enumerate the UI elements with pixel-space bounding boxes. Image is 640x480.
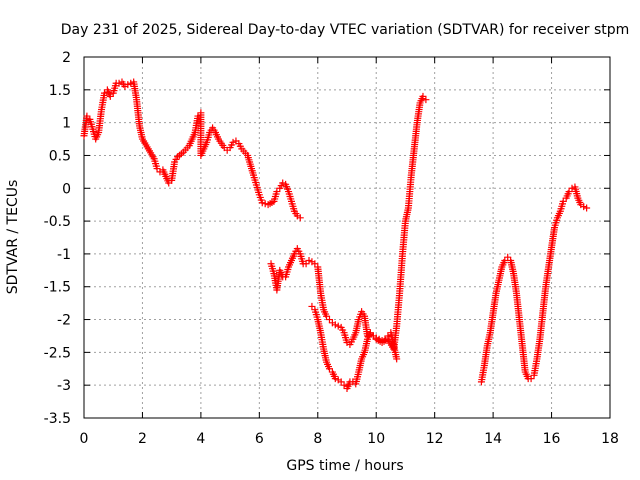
- data-point: [583, 204, 591, 212]
- y-tick-label: -2.5: [44, 345, 71, 361]
- data-marks: [80, 78, 591, 392]
- x-tick-label: 6: [255, 431, 264, 447]
- axis-ticks: [83, 56, 611, 419]
- x-axis-label: GPS time / hours: [286, 458, 403, 474]
- x-tick-label: 14: [484, 431, 502, 447]
- x-tick-label: 2: [138, 431, 147, 447]
- y-tick-label: 0.5: [49, 148, 71, 164]
- x-tick-label: 18: [601, 431, 619, 447]
- y-tick-label: 1.5: [49, 83, 71, 99]
- y-tick-label: -3: [57, 378, 71, 394]
- x-tick-label: 8: [313, 431, 322, 447]
- series-arc-3: [308, 92, 430, 392]
- x-tick-label: 4: [196, 431, 205, 447]
- series-arc-4: [477, 183, 591, 386]
- y-tick-label: -1.5: [44, 280, 71, 296]
- plot-frame: [83, 56, 611, 419]
- y-tick-label: -2: [57, 313, 71, 329]
- chart-title: Day 231 of 2025, Sidereal Day-to-day VTE…: [61, 22, 630, 38]
- tick-labels: 0 2 4 6 8 10 12 14 16 18-3.5-3-2.5-2-1.5-1-0.500.…: [44, 50, 619, 447]
- y-tick-label: -1: [57, 247, 71, 263]
- x-tick-label: 10: [367, 431, 385, 447]
- x-tick-label: 12: [426, 431, 444, 447]
- y-tick-label: 1: [62, 116, 71, 132]
- y-tick-label: 0: [62, 181, 71, 197]
- data-point: [422, 96, 430, 104]
- series-arc-1: [80, 78, 304, 222]
- data-point: [296, 214, 304, 222]
- x-tick-label: 0: [80, 431, 89, 447]
- data-point: [393, 355, 401, 363]
- x-tick-label: 16: [543, 431, 561, 447]
- y-tick-label: 2: [62, 50, 71, 66]
- y-tick-label: -0.5: [44, 214, 71, 230]
- grid-lines: [84, 57, 610, 418]
- y-axis-label: SDTVAR / TECUs: [5, 180, 21, 295]
- y-tick-label: -3.5: [44, 411, 71, 427]
